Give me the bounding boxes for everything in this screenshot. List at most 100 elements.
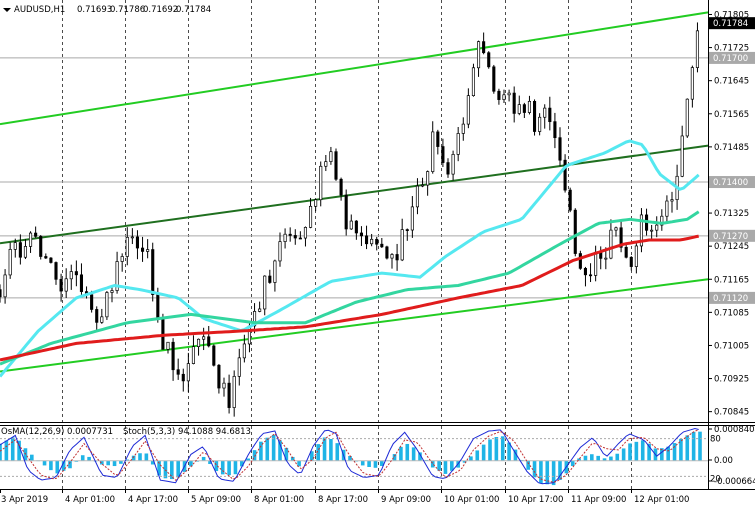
- stoch-tick-label: 80: [710, 435, 721, 445]
- candle-body: [451, 154, 455, 175]
- candle-body: [375, 238, 379, 245]
- candle-body: [263, 275, 267, 310]
- osma-bar: [271, 434, 276, 461]
- moving-average-line: [0, 234, 700, 362]
- price-tick-label: 0.71805: [714, 10, 749, 20]
- osma-bar: [443, 460, 448, 474]
- candle-body: [258, 308, 262, 312]
- candle-body: [594, 251, 598, 276]
- time-tick-label: 8 Apr 17:00: [318, 495, 368, 505]
- candle-body: [487, 52, 491, 68]
- candle-body: [252, 311, 257, 327]
- osma-bar: [138, 453, 142, 461]
- osma-bar: [119, 460, 123, 464]
- indicator-tick-label: -0.0006641: [714, 477, 755, 487]
- candle-body: [298, 237, 302, 240]
- price-label-box: [709, 176, 755, 189]
- osma-bar: [240, 460, 244, 467]
- osma-bar: [418, 452, 422, 461]
- osma-bar: [131, 455, 136, 461]
- candle-body: [395, 254, 399, 261]
- osma-bar: [367, 460, 371, 467]
- price-label-text: 0.71784: [713, 19, 748, 29]
- osma-bar: [157, 460, 161, 476]
- osma-bar: [284, 447, 289, 461]
- candle-body: [624, 246, 628, 258]
- candle-body: [64, 278, 68, 292]
- osma-bar: [30, 454, 34, 461]
- candle-body: [95, 309, 99, 323]
- osma-bar: [551, 460, 556, 486]
- price-level-labels: 0.71784 0.71700 0.71400 0.71270 0.71120: [709, 17, 755, 304]
- candle-body: [558, 137, 562, 161]
- osma-bar: [220, 460, 225, 475]
- candle-body: [212, 345, 216, 366]
- osma-bar: [469, 456, 473, 461]
- price-label-box: [709, 51, 755, 64]
- candle-body: [568, 189, 572, 211]
- ohlc-open: 0.71693: [77, 5, 112, 15]
- time-tick-label: 12 Apr 01:00: [634, 495, 689, 505]
- osma-bar: [106, 460, 110, 466]
- candle-body: [115, 261, 119, 291]
- osma-bar: [609, 456, 613, 461]
- dropdown-triangle-icon[interactable]: [3, 8, 11, 12]
- stoch-main-line: [0, 427, 699, 485]
- ohlc-high: 0.71786: [110, 5, 145, 15]
- price-label-text: 0.71270: [713, 232, 748, 242]
- candle-body: [517, 104, 521, 114]
- price-tick-label: 0.71645: [714, 77, 749, 87]
- osma-bar: [17, 440, 21, 461]
- candle-body: [583, 268, 588, 276]
- candle-body: [655, 224, 659, 231]
- candle-body: [634, 245, 638, 267]
- candle-body: [609, 229, 613, 259]
- candle-body: [69, 271, 73, 280]
- osma-bar: [437, 460, 441, 471]
- osma-bar: [405, 443, 410, 461]
- moving-average-line: [0, 139, 700, 378]
- candle-body: [405, 229, 409, 231]
- candle-body: [28, 232, 33, 247]
- candle-body: [344, 194, 348, 230]
- osma-bar: [233, 460, 238, 475]
- candle-body: [629, 256, 633, 267]
- candle-body: [680, 135, 684, 177]
- osma-bar: [348, 455, 352, 461]
- candle-body: [660, 215, 664, 226]
- candle-body: [54, 262, 58, 280]
- price-tick-label: 0.71165: [714, 275, 749, 285]
- stochastic-lines: [0, 427, 708, 485]
- osma-bar: [462, 460, 467, 463]
- osma-bar: [125, 459, 130, 461]
- osma-bar: [297, 460, 301, 467]
- time-scale: 3 Apr 2019 4 Apr 01:00 4 Apr 17:00 5 Apr 09…: [0, 489, 689, 505]
- osma-bar: [176, 460, 180, 478]
- candle-body: [207, 336, 211, 347]
- candle-body: [237, 357, 241, 377]
- price-tick-label: 0.71725: [714, 44, 749, 54]
- candle-body: [385, 246, 389, 259]
- osma-bar: [545, 460, 550, 485]
- osma-bar: [252, 450, 257, 461]
- candle-body: [370, 238, 374, 245]
- candle-body: [227, 382, 231, 408]
- ohlc-low: 0.71692: [143, 5, 178, 15]
- osma-bar: [68, 460, 72, 469]
- osma-bar: [316, 444, 320, 461]
- osma-bar: [577, 458, 581, 461]
- candle-body: [191, 346, 196, 364]
- candle-body: [695, 30, 700, 68]
- osma-bar: [214, 460, 219, 472]
- candle-body: [217, 364, 221, 389]
- candle-body: [614, 227, 618, 231]
- candle-body: [482, 41, 486, 54]
- ohlc-close: 0.71784: [176, 5, 211, 15]
- candle-body: [222, 382, 226, 389]
- price-scale: 0.71805 0.71725 0.71645 0.71565 0.71485 0.714…: [708, 10, 749, 418]
- candle-body: [176, 369, 180, 375]
- osma-bar: [74, 460, 79, 462]
- osma-bar: [450, 460, 454, 471]
- candle-body: [49, 257, 53, 263]
